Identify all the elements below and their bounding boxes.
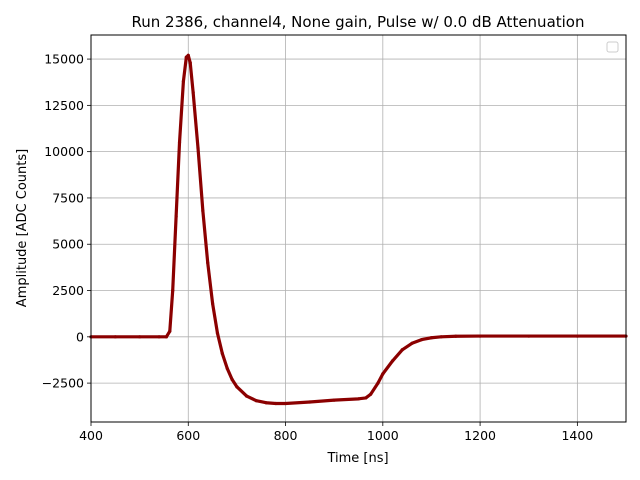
data-point (575, 334, 579, 338)
x-tick-label: 400 (79, 428, 103, 443)
data-point (220, 351, 224, 356)
y-axis-ticks: −2500 0 2500 5000 7500 10000 12500 15000 (42, 52, 91, 391)
x-tick-label: 600 (176, 428, 200, 443)
data-point (210, 301, 215, 306)
x-tick-label: 800 (274, 428, 298, 443)
y-tick-label: 7500 (52, 190, 84, 205)
data-point (206, 261, 210, 265)
plot-frame (90, 34, 627, 423)
data-point (254, 399, 258, 403)
data-point (356, 397, 361, 401)
data-point (264, 401, 268, 405)
x-tick-label: 1000 (367, 428, 399, 443)
y-axis-label: Amplitude [ADC Counts] (15, 149, 30, 307)
data-point (308, 400, 312, 404)
y-tick-label: 0 (76, 329, 84, 344)
data-point (400, 348, 404, 352)
data-point (390, 359, 395, 363)
legend-box (606, 41, 619, 53)
y-tick-label: 5000 (52, 237, 84, 252)
data-point (332, 398, 336, 402)
data-point (364, 396, 368, 400)
data-point (177, 140, 182, 144)
y-tick-label: 12500 (44, 98, 84, 113)
data-point (157, 335, 161, 339)
data-point (113, 335, 117, 339)
data-point (225, 366, 229, 370)
grid-lines (90, 35, 626, 422)
data-point (454, 334, 458, 338)
data-point (181, 79, 186, 83)
data-point (381, 372, 385, 376)
data-point (274, 401, 278, 406)
data-point (439, 335, 443, 339)
data-point (429, 336, 434, 340)
y-tick-label: 15000 (44, 52, 84, 67)
x-axis-label: Time [ns] (326, 451, 388, 466)
data-point (196, 146, 200, 150)
data-point (527, 334, 531, 338)
data-point (186, 53, 190, 57)
data-point (235, 385, 239, 389)
data-point (410, 341, 414, 345)
data-point (245, 394, 249, 398)
data-point (164, 335, 168, 339)
data-point (191, 90, 195, 94)
data-points (89, 53, 628, 406)
y-tick-label: 10000 (44, 144, 84, 159)
x-tick-label: 1400 (561, 428, 593, 443)
data-point (230, 377, 234, 382)
y-tick-label: 2500 (52, 283, 84, 298)
data-point (420, 338, 424, 342)
data-point (283, 401, 288, 406)
data-point (168, 329, 172, 333)
x-tick-label: 1200 (464, 428, 496, 443)
data-point (188, 61, 192, 65)
data-point (174, 214, 178, 219)
y-tick-label: −2500 (42, 376, 84, 391)
chart-title: Run 2386, channel4, None gain, Pulse w/ … (132, 13, 585, 31)
x-axis-ticks: 400 600 800 1000 1200 1400 (79, 422, 593, 443)
data-point (376, 381, 380, 385)
data-point (201, 209, 205, 213)
data-point (369, 392, 373, 396)
data-point (215, 331, 220, 335)
data-point (138, 335, 142, 339)
data-point (478, 334, 482, 338)
data-point (171, 288, 175, 293)
waveform-band (91, 53, 626, 406)
